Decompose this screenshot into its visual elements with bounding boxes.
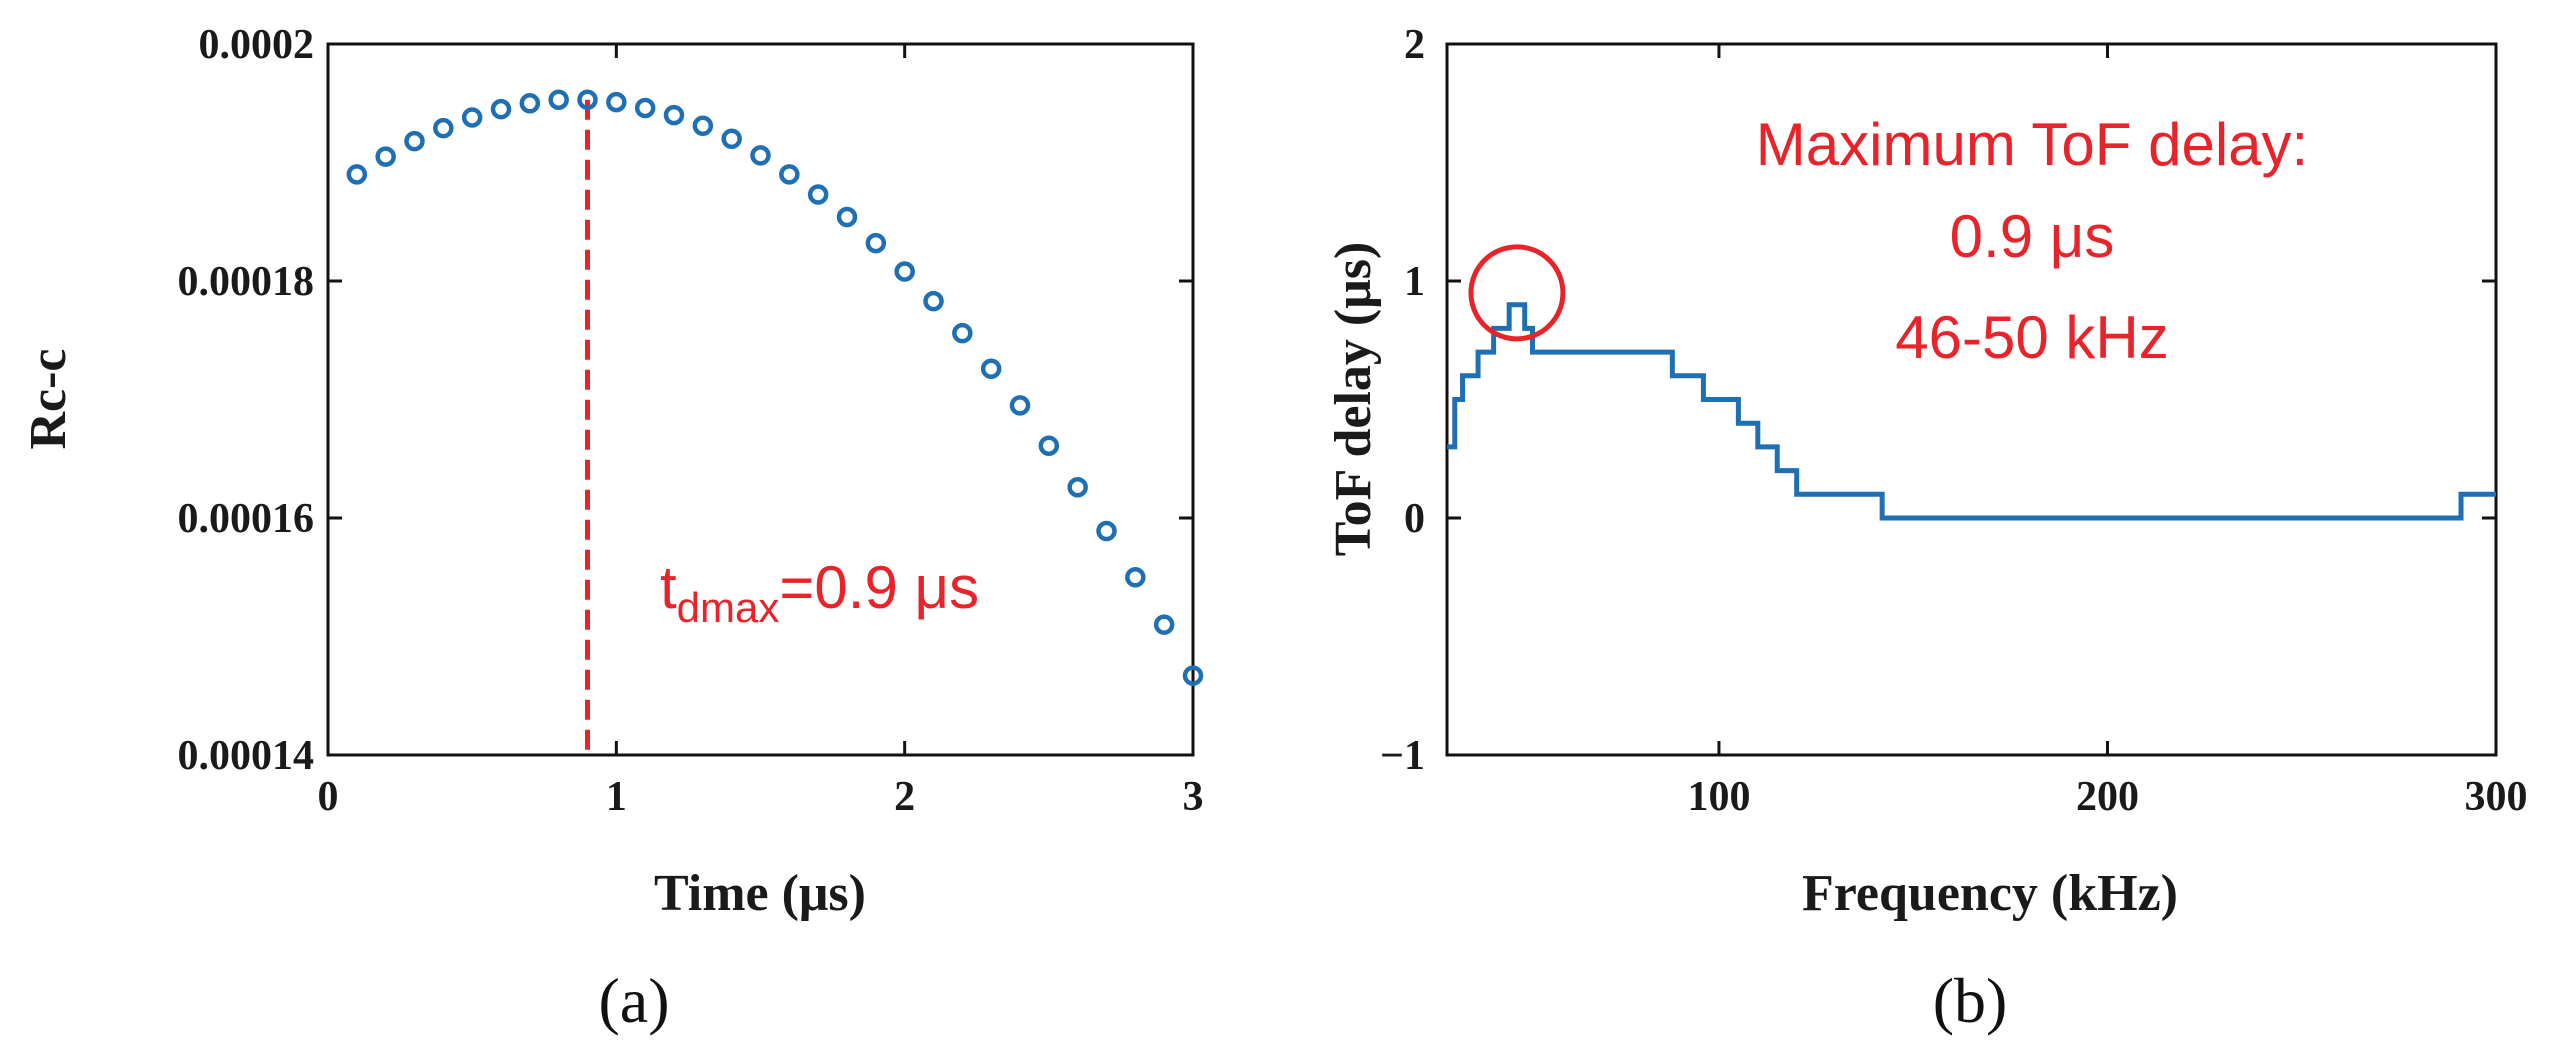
panel-a-annotation-base: t: [660, 554, 677, 621]
panel-b-y-tick-label: 0: [1404, 496, 1425, 542]
panel-b-x-axis-label: Frequency (kHz): [1802, 865, 2178, 922]
panel-b-label: (b): [1933, 965, 2008, 1036]
panel-a-data-point: [346, 164, 368, 185]
panel-a-y-tick-label: 0.0002: [199, 22, 315, 68]
panel-a-x-tick-label: 0: [318, 774, 339, 820]
panel-a-y-tick-label: 0.00014: [178, 733, 315, 779]
panel-a-data-point: [663, 104, 685, 126]
panel-b-annotation-line-1: Maximum ToF delay:: [1756, 111, 2308, 178]
panel-a-data-point: [952, 322, 973, 344]
panel-a-data-point: [1038, 435, 1060, 456]
panel-b-x-tick-label: 100: [1687, 774, 1750, 820]
panel-a-data-point: [779, 164, 800, 185]
panel-a-data-point: [461, 107, 483, 128]
panel-b-line-chart: 100 200 300 −1 0 1 2 Maximum ToF delay: 0.9 μs…: [1325, 22, 2528, 1036]
panel-b-x-tick-label: 300: [2465, 774, 2528, 820]
panel-b-highlight-circle: [1468, 244, 1566, 342]
panel-a-data-point: [1096, 520, 1117, 542]
panel-b-y-axis-label: ToF delay (μs): [1325, 242, 1382, 557]
panel-a-x-tick-label: 3: [1183, 774, 1204, 820]
panel-a-x-axis-label: Time (μs): [654, 865, 866, 922]
panel-a-scatter-chart: 0 1 2 3 0.00014 0.00016 0.00018 0.0002 tdmax=0.…: [20, 22, 1204, 1036]
panel-a-data-point: [692, 115, 714, 137]
panel-a-data-point: [433, 117, 454, 139]
panel-a-data-point: [548, 89, 569, 110]
panel-a-data-point: [865, 232, 887, 254]
panel-a-annotation: tdmax=0.9 μs: [660, 554, 979, 631]
panel-a-data-point: [577, 89, 598, 110]
panel-a-x-tick-label: 1: [606, 774, 627, 820]
panel-a-data-point: [1182, 665, 1204, 686]
panel-b-y-tick-label: 1: [1404, 259, 1425, 305]
panel-a-data-point: [923, 290, 944, 312]
panel-a-y-axis-label: Rc-c: [20, 348, 77, 449]
panel-a-data-point: [606, 91, 627, 113]
panel-b-y-tick-label: 2: [1404, 22, 1425, 68]
panel-b-ticks: 100 200 300 −1 0 1 2: [1380, 22, 2527, 820]
panel-b-y-tick-label: −1: [1380, 733, 1425, 779]
panel-a-data-point: [375, 146, 396, 167]
panel-a-annotation-rest: =0.9 μs: [779, 554, 979, 621]
panel-a-data-point: [980, 358, 1002, 379]
panel-a-data-point: [519, 93, 541, 114]
panel-a-ticks: 0 1 2 3 0.00014 0.00016 0.00018 0.0002: [178, 22, 1204, 820]
panel-b-x-tick-label: 200: [2076, 774, 2139, 820]
panel-a-annotation-sub: dmax: [677, 584, 780, 631]
panel-a-data-point: [1067, 476, 1088, 498]
panel-b-annotation-line-2: 0.9 μs: [1950, 203, 2115, 270]
panel-a-data-point: [894, 261, 915, 282]
panel-b-annotation-line-3: 46-50 kHz: [1895, 304, 2168, 371]
panel-a-label: (a): [598, 965, 669, 1036]
panel-a-data-point: [1153, 614, 1175, 635]
panel-a-data-points: [346, 89, 1204, 686]
panel-a-data-point: [721, 128, 742, 150]
panel-a-data-point: [750, 145, 771, 166]
panel-a-data-point: [1125, 567, 1146, 588]
panel-a-y-tick-label: 0.00016: [178, 496, 315, 542]
panel-a-data-point: [1009, 395, 1031, 416]
panel-a-y-tick-label: 0.00018: [178, 259, 315, 305]
panel-a-plot-area: [326, 42, 1195, 757]
panel-a-data-point: [807, 184, 829, 205]
panel-b-plot-area: [1445, 42, 2498, 757]
panel-a-x-tick-label: 2: [894, 774, 915, 820]
panel-a-data-point: [634, 97, 656, 119]
panel-b-series-line: [1447, 302, 2496, 521]
panel-a-data-point: [404, 130, 425, 152]
panel-a-data-point: [836, 206, 858, 228]
panel-a-data-point: [490, 98, 512, 120]
